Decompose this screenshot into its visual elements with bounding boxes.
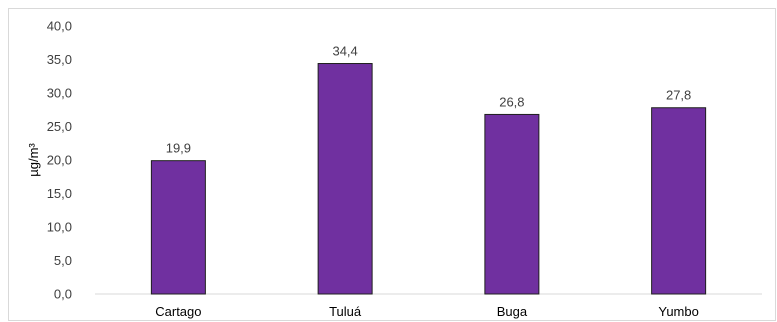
y-tick-label: 35,0	[47, 52, 72, 67]
y-tick-label: 30,0	[47, 86, 72, 101]
category-label: Buga	[497, 304, 528, 319]
y-tick-label: 0,0	[54, 287, 72, 302]
bar-buga	[484, 113, 540, 295]
y-axis-title: µg/m³	[26, 143, 41, 177]
bar-tuluá	[317, 63, 373, 295]
data-label: 26,8	[499, 94, 524, 109]
y-tick-label: 40,0	[47, 19, 72, 34]
chart-frame	[8, 8, 776, 321]
category-labels: Cartago Tuluá Buga Yumbo	[155, 304, 699, 319]
category-label: Yumbo	[658, 304, 698, 319]
y-tick-label: 20,0	[47, 153, 72, 168]
y-tick-label: 15,0	[47, 186, 72, 201]
bar-cartago	[150, 160, 206, 295]
data-label: 34,4	[332, 44, 357, 59]
category-label: Cartago	[155, 304, 201, 319]
bar-yumbo	[651, 107, 707, 295]
data-label: 27,8	[666, 88, 691, 103]
y-tick-label: 5,0	[54, 253, 72, 268]
data-labels: 19,9 34,4 26,8 27,8	[166, 44, 692, 156]
data-label: 19,9	[166, 141, 191, 156]
category-label: Tuluá	[329, 304, 362, 319]
y-tick-label: 25,0	[47, 119, 72, 134]
y-tick-label: 10,0	[47, 220, 72, 235]
y-axis-ticks: 0,0 5,0 10,0 15,0 20,0 25,0 30,0 35,0 40,0	[47, 19, 72, 302]
bars	[150, 63, 707, 295]
